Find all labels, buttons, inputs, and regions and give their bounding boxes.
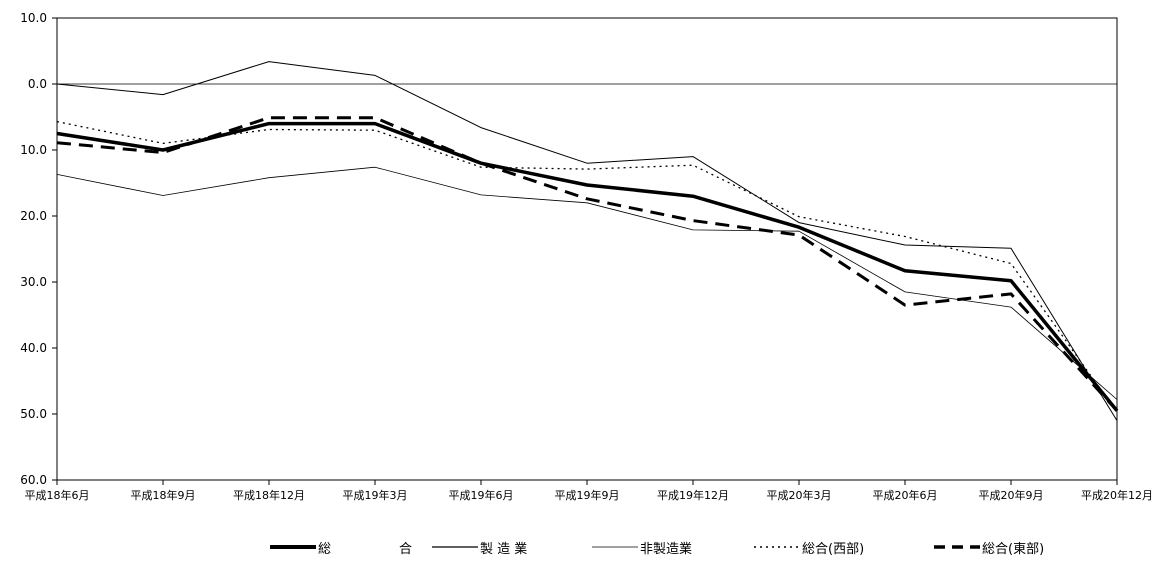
x-tick-label: 平成19年12月 [657,488,729,502]
x-tick-label: 平成19年3月 [343,488,408,502]
series-line-2 [56,166,1118,400]
y-tick-label: 20.0 [20,209,47,223]
y-tick-label: 50.0 [20,407,47,421]
legend-label-sogo: 総 合 [318,541,427,557]
y-axis-ticks: 10.0 0.0 10.0 20.0 30.0 40.0 50.0 60.0 [20,11,1117,487]
legend-item-sogo: 総 合 [270,536,426,558]
legend-label-tobu: 総合(東部) [982,541,1045,557]
x-tick-label: 平成20年3月 [767,488,832,502]
series-line-3 [56,120,1118,414]
series-line-0 [56,121,1119,412]
legend-swatch-tobu [934,545,980,549]
legend: 総 合 製 造 業 非製造業 総合(西部) 総合(東部) [0,536,1170,558]
legend-swatch-seizo [432,546,478,548]
y-tick-label: 0.0 [28,77,47,91]
x-tick-label: 平成20年6月 [873,488,938,502]
x-tick-label: 平成18年12月 [233,488,305,502]
legend-item-seibu: 総合(西部) [754,536,864,558]
series-lines [56,61,1119,421]
legend-label-hiseizo: 非製造業 [640,541,693,557]
plot-area-frame [56,17,1118,481]
legend-label-seizo: 製 造 業 [480,541,528,557]
x-tick-label: 平成18年6月 [25,488,90,502]
x-tick-label: 平成19年9月 [555,488,620,502]
series-line-1 [56,61,1118,421]
x-tick-label: 平成20年9月 [979,488,1044,502]
y-tick-label: 60.0 [20,473,47,487]
x-tick-label: 平成20年12月 [1081,488,1153,502]
legend-item-seizo: 製 造 業 [432,536,527,558]
y-tick-label: 30.0 [20,275,47,289]
legend-label-seibu: 総合(西部) [802,541,865,557]
legend-swatch-hiseizo [592,546,638,548]
x-tick-label: 平成19年6月 [449,488,514,502]
line-chart: 10.00.010.020.030.040.050.060.0 平成18年6月平… [20,11,1153,502]
x-tick-label: 平成18年9月 [131,488,196,502]
legend-item-tobu: 総合(東部) [934,536,1044,558]
series-line-4 [56,116,1119,412]
y-tick-label: 10.0 [20,11,47,25]
y-tick-label: 40.0 [20,341,47,355]
legend-item-hiseizo: 非製造業 [592,536,692,558]
legend-swatch-seibu [754,546,800,548]
x-axis-ticks: 平成18年6月 平成18年9月 平成18年12月 平成19年3月 平成19年6月 平成19… [25,480,1153,502]
y-tick-label: 10.0 [20,143,47,157]
legend-swatch-sogo [270,545,316,549]
